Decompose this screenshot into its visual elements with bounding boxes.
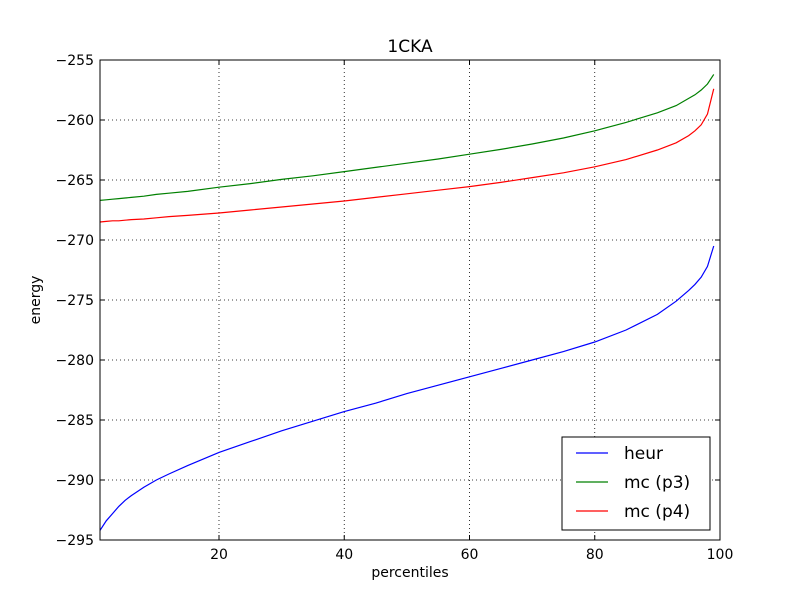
- y-tick-label: −270: [56, 233, 94, 249]
- legend-label-mc-p4: mc (p4): [624, 502, 690, 522]
- y-tick-label: −295: [56, 533, 94, 549]
- x-axis-label: percentiles: [371, 565, 448, 581]
- series-line-heur: [99, 245, 715, 531]
- legend: heur mc (p3) mc (p4): [561, 436, 711, 531]
- y-tick-label: −275: [56, 293, 94, 309]
- x-tick-label: 80: [586, 547, 604, 563]
- series-line-mc-p3: [99, 74, 715, 201]
- series-lines: [99, 74, 715, 531]
- y-tick-label: −265: [56, 173, 94, 189]
- legend-label-heur: heur: [624, 444, 663, 464]
- y-tick-label: −280: [56, 353, 94, 369]
- x-tick-label: 20: [210, 547, 228, 563]
- y-tick-label: −260: [56, 113, 94, 129]
- y-tick-label: −285: [56, 413, 94, 429]
- x-tick-label: 100: [707, 547, 734, 563]
- y-tick-label: −290: [56, 473, 94, 489]
- y-tick-label: −255: [56, 53, 94, 69]
- axis-ticks: 20 40 60 80 100 −295 −290 −285 −280 −275 −270 −265 −…: [56, 53, 734, 563]
- chart-title: 1CKA: [387, 37, 433, 57]
- y-axis-label: energy: [28, 276, 44, 325]
- series-line-mc-p4: [99, 88, 715, 223]
- x-tick-label: 60: [461, 547, 479, 563]
- legend-label-mc-p3: mc (p3): [624, 473, 690, 493]
- x-tick-label: 40: [335, 547, 353, 563]
